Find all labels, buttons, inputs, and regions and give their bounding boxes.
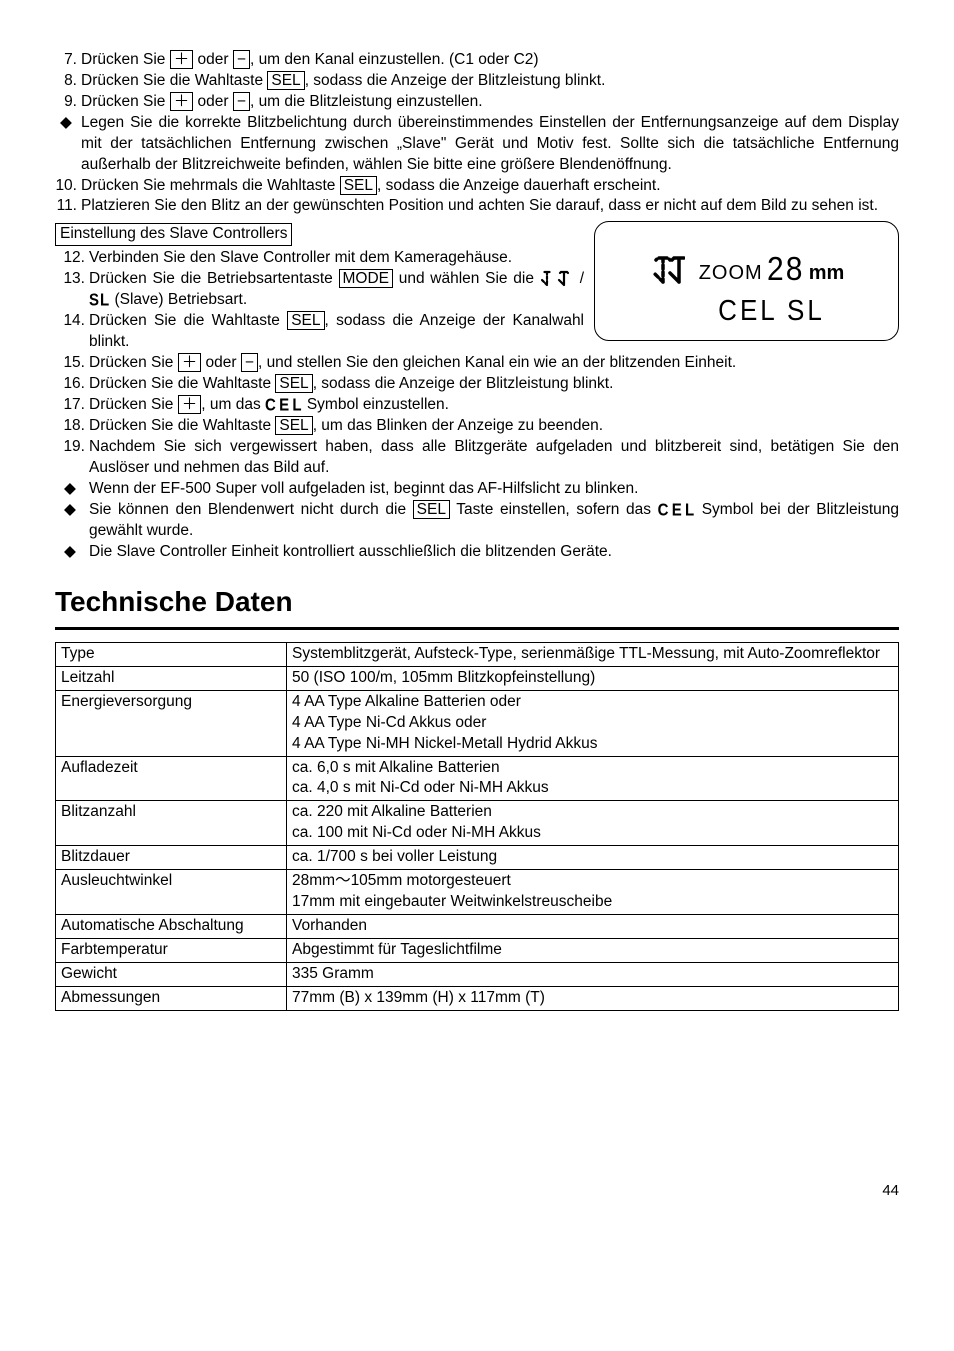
spec-value: 335 Gramm <box>287 962 899 986</box>
spec-value: ca. 220 mit Alkaline Batterienca. 100 mi… <box>287 801 899 846</box>
zoom-value: 28 <box>767 248 804 293</box>
list-text: Drücken Sie die Betriebsartentaste MODE … <box>89 269 584 311</box>
list-number: 11. <box>55 196 77 217</box>
page-number: 44 <box>55 1181 899 1201</box>
list-text: Wenn der EF-500 Super voll aufgeladen is… <box>89 479 899 500</box>
table-row: Aufladezeitca. 6,0 s mit Alkaline Batter… <box>56 756 899 801</box>
list-text: Sie können den Blendenwert nicht durch d… <box>89 500 899 542</box>
list-text: Legen Sie die korrekte Blitzbelichtung d… <box>81 113 899 176</box>
table-row: Ausleuchtwinkel28mm～105mm motorgesteuert… <box>56 870 899 915</box>
list-text: Platzieren Sie den Blitz an der gewünsch… <box>81 196 899 217</box>
spec-table: TypeSystemblitzgerät, Aufsteck-Type, ser… <box>55 642 899 1011</box>
list-number: 17. <box>55 395 85 416</box>
list-text: Drücken Sie mehrmals die Wahltaste SEL, … <box>81 176 899 197</box>
list-item: 8.Drücken Sie die Wahltaste SEL, sodass … <box>55 71 899 92</box>
list-text: Drücken Sie die Wahltaste SEL, sodass di… <box>81 71 899 92</box>
list-item: 10.Drücken Sie mehrmals die Wahltaste SE… <box>55 176 899 197</box>
list-text: Drücken Sie ＋ oder −, um den Kanal einzu… <box>81 50 899 71</box>
list-item: 16.Drücken Sie die Wahltaste SEL, sodass… <box>55 374 899 395</box>
list-text: Drücken Sie ＋ oder −, um die Blitzleistu… <box>81 92 899 113</box>
spec-label: Abmessungen <box>56 986 287 1010</box>
list-text: Drücken Sie ＋ oder −, und stellen Sie de… <box>89 353 899 374</box>
bullet-diamond: ◆ <box>55 500 85 521</box>
list-item: 13.Drücken Sie die Betriebsartentaste MO… <box>55 269 584 311</box>
spec-label: Energieversorgung <box>56 690 287 756</box>
list-item: 14.Drücken Sie die Wahltaste SEL, sodass… <box>55 311 584 353</box>
list-text: Drücken Sie ＋, um das C E L Symbol einzu… <box>89 395 899 416</box>
spec-value: Abgestimmt für Tageslichtfilme <box>287 938 899 962</box>
list-item: 17.Drücken Sie ＋, um das C E L Symbol ei… <box>55 395 899 416</box>
section-heading: Technische Daten <box>55 583 899 621</box>
instruction-list-top: 7.Drücken Sie ＋ oder −, um den Kanal ein… <box>55 50 899 217</box>
spec-label: Type <box>56 642 287 666</box>
spec-label: Ausleuchtwinkel <box>56 870 287 915</box>
list-item: ◆Die Slave Controller Einheit kontrollie… <box>55 542 899 563</box>
table-row: TypeSystemblitzgerät, Aufsteck-Type, ser… <box>56 642 899 666</box>
bullet-diamond: ◆ <box>55 542 85 563</box>
list-text: Drücken Sie die Wahltaste SEL, um das Bl… <box>89 416 899 437</box>
spec-value: 77mm (B) x 139mm (H) x 117mm (T) <box>287 986 899 1010</box>
list-number: 13. <box>55 269 85 290</box>
list-item: ◆Wenn der EF-500 Super voll aufgeladen i… <box>55 479 899 500</box>
list-text: Die Slave Controller Einheit kontrollier… <box>89 542 899 563</box>
table-row: Blitzdauerca. 1/700 s bei voller Leistun… <box>56 846 899 870</box>
spec-value: Systemblitzgerät, Aufsteck-Type, serienm… <box>287 642 899 666</box>
spec-value: Vorhanden <box>287 914 899 938</box>
spec-label: Leitzahl <box>56 666 287 690</box>
table-row: Abmessungen77mm (B) x 139mm (H) x 117mm … <box>56 986 899 1010</box>
list-item: 12.Verbinden Sie den Slave Controller mi… <box>55 248 584 269</box>
list-item: 19.Nachdem Sie sich vergewissert haben, … <box>55 437 899 479</box>
list-text: Verbinden Sie den Slave Controller mit d… <box>89 248 584 269</box>
list-number: 8. <box>55 71 77 92</box>
table-row: Gewicht335 Gramm <box>56 962 899 986</box>
list-item: 18.Drücken Sie die Wahltaste SEL, um das… <box>55 416 899 437</box>
list-number: 14. <box>55 311 85 332</box>
spec-value: ca. 6,0 s mit Alkaline Batterienca. 4,0 … <box>287 756 899 801</box>
list-item: 7.Drücken Sie ＋ oder −, um den Kanal ein… <box>55 50 899 71</box>
spec-label: Blitzdauer <box>56 846 287 870</box>
table-row: Leitzahl50 (ISO 100/m, 105mm Blitzkopfei… <box>56 666 899 690</box>
spec-value: 50 (ISO 100/m, 105mm Blitzkopfeinstellun… <box>287 666 899 690</box>
list-text: Nachdem Sie sich vergewissert haben, das… <box>89 437 899 479</box>
bullet-diamond: ◆ <box>55 479 85 500</box>
list-number: 19. <box>55 437 85 458</box>
spec-label: Aufladezeit <box>56 756 287 801</box>
bullet-diamond: ◆ <box>55 113 77 134</box>
list-number: 16. <box>55 374 85 395</box>
display-line2: CEL SL <box>718 291 825 330</box>
list-item: 15.Drücken Sie ＋ oder −, und stellen Sie… <box>55 353 899 374</box>
spec-value: 4 AA Type Alkaline Batterien oder4 AA Ty… <box>287 690 899 756</box>
table-row: Energieversorgung4 AA Type Alkaline Batt… <box>56 690 899 756</box>
display-figure: ZOOM 28 mm CEL SL <box>594 221 899 341</box>
slave-icon <box>649 254 685 288</box>
list-item: ◆Legen Sie die korrekte Blitzbelichtung … <box>55 113 899 176</box>
spec-value: 28mm～105mm motorgesteuert17mm mit eingeb… <box>287 870 899 915</box>
zoom-unit: mm <box>809 262 845 284</box>
heading-rule <box>55 627 899 630</box>
table-row: Automatische AbschaltungVorhanden <box>56 914 899 938</box>
zoom-label: ZOOM <box>699 262 763 284</box>
section-label: Einstellung des Slave Controllers <box>55 223 292 246</box>
spec-label: Farbtemperatur <box>56 938 287 962</box>
list-text: Drücken Sie die Wahltaste SEL, sodass di… <box>89 311 584 353</box>
list-item: 9.Drücken Sie ＋ oder −, um die Blitzleis… <box>55 92 899 113</box>
list-number: 15. <box>55 353 85 374</box>
table-row: Blitzanzahlca. 220 mit Alkaline Batterie… <box>56 801 899 846</box>
spec-label: Blitzanzahl <box>56 801 287 846</box>
list-number: 18. <box>55 416 85 437</box>
list-number: 9. <box>55 92 77 113</box>
spec-value: ca. 1/700 s bei voller Leistung <box>287 846 899 870</box>
table-row: FarbtemperaturAbgestimmt für Tageslichtf… <box>56 938 899 962</box>
list-item: 11.Platzieren Sie den Blitz an der gewün… <box>55 196 899 217</box>
list-number: 10. <box>55 176 77 197</box>
spec-label: Automatische Abschaltung <box>56 914 287 938</box>
list-number: 12. <box>55 248 85 269</box>
list-item: ◆Sie können den Blendenwert nicht durch … <box>55 500 899 542</box>
list-number: 7. <box>55 50 77 71</box>
spec-label: Gewicht <box>56 962 287 986</box>
list-text: Drücken Sie die Wahltaste SEL, sodass di… <box>89 374 899 395</box>
